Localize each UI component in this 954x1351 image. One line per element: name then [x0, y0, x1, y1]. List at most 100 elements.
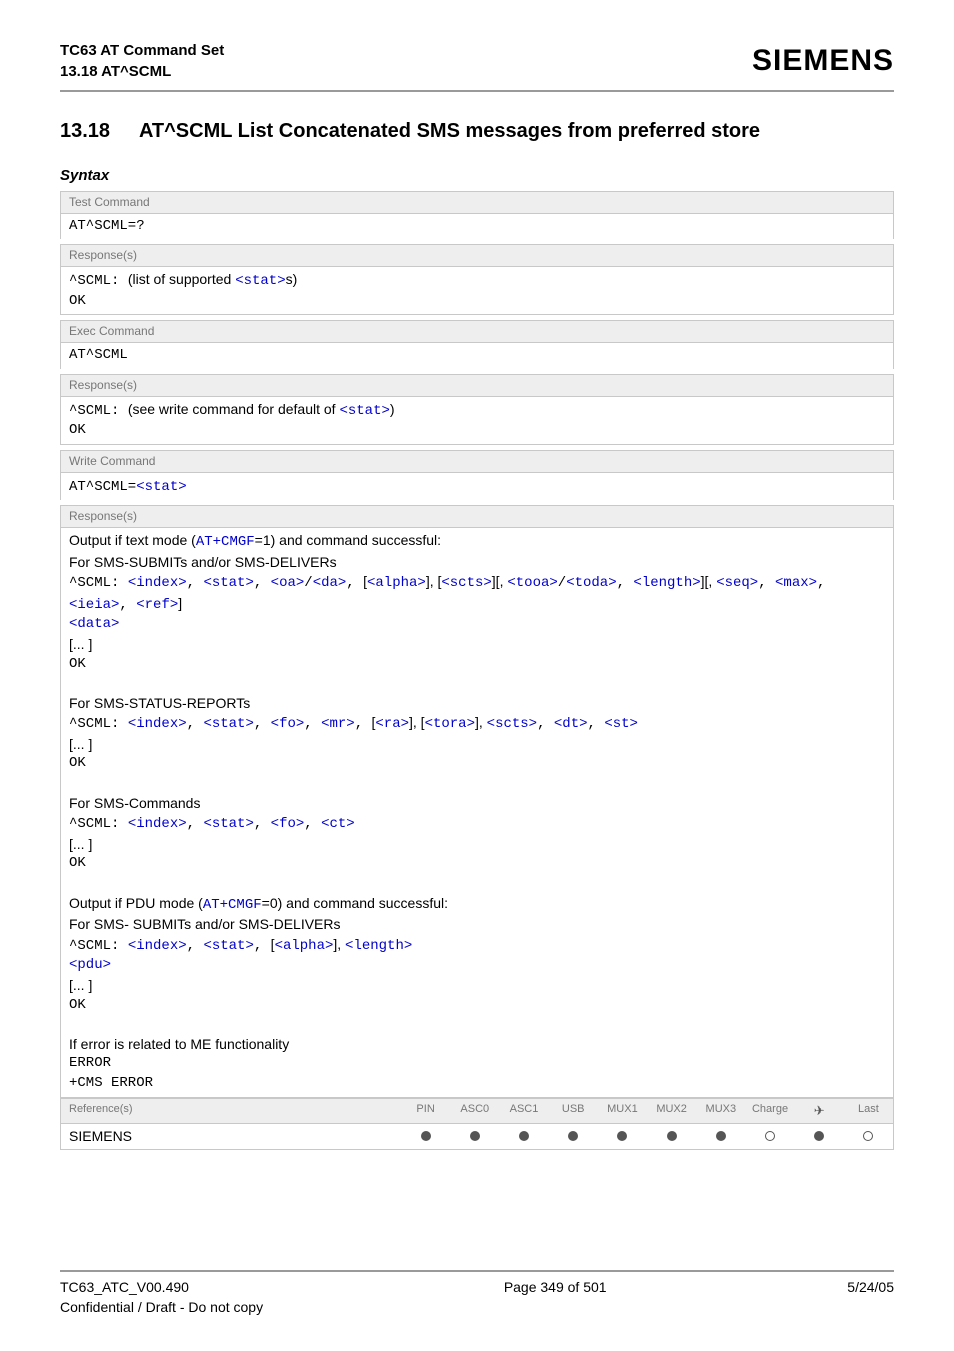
p: <index> [128, 816, 187, 832]
out1c: =1) and command successful: [255, 532, 441, 548]
col-usb: USB [549, 1099, 598, 1123]
p: <dt> [554, 716, 588, 732]
reference-dot [549, 1124, 598, 1150]
param-stat: <stat> [136, 479, 186, 495]
section-heading: 13.18 AT^SCML List Concatenated SMS mess… [60, 117, 894, 145]
ok: OK [69, 854, 885, 874]
out1a: Output if text mode ( [69, 532, 196, 548]
reference-dot [696, 1124, 745, 1150]
reference-dot [401, 1124, 450, 1150]
write-response-body: Output if text mode ( AT+CMGF =1) and comm… [60, 528, 894, 1098]
prefix: ^SCML: [69, 716, 128, 732]
footer-center: Page 349 of 501 [504, 1278, 607, 1317]
p: <fo> [271, 716, 305, 732]
syntax-label: Syntax [60, 165, 894, 186]
err2: ERROR [69, 1054, 885, 1074]
resp-prefix: ^SCML: [69, 273, 128, 289]
p: <pdu> [69, 956, 885, 976]
col-charge: Charge [745, 1099, 794, 1123]
dot-empty-icon [765, 1131, 775, 1141]
p: <index> [128, 575, 187, 591]
write-responses-label: Response(s) [60, 505, 894, 528]
footer-right: 5/24/05 [847, 1278, 894, 1317]
dot-filled-icon [617, 1131, 627, 1141]
ellipsis: [... ] [69, 635, 885, 655]
col-mux2: MUX2 [647, 1099, 696, 1123]
p: <seq> [716, 575, 758, 591]
prefix: ^SCML: [69, 575, 128, 591]
header-subtitle: 13.18 AT^SCML [60, 61, 224, 82]
footer-left2: Confidential / Draft - Do not copy [60, 1298, 263, 1318]
reference-header-row: Reference(s) PIN ASC0 ASC1 USB MUX1 MUX2… [60, 1098, 894, 1124]
col-mux1: MUX1 [598, 1099, 647, 1123]
col-asc1: ASC1 [499, 1099, 548, 1123]
reference-dot [844, 1124, 893, 1150]
page-header: TC63 AT Command Set 13.18 AT^SCML SIEMEN… [60, 40, 894, 82]
p: <max> [775, 575, 817, 591]
resp-text2: ) [390, 401, 395, 417]
reference-value-row: SIEMENS [60, 1124, 894, 1151]
cmd-a: AT^SCML= [69, 479, 136, 495]
prefix: ^SCML: [69, 816, 128, 832]
p: <length> [345, 938, 412, 954]
p: <mr> [321, 716, 355, 732]
p: <alpha> [367, 575, 426, 591]
p: <ieia> [69, 597, 119, 613]
resp-prefix: ^SCML: [69, 403, 128, 419]
header-title: TC63 AT Command Set [60, 40, 224, 61]
dot-filled-icon [716, 1131, 726, 1141]
p: <oa> [271, 575, 305, 591]
dot-empty-icon [863, 1131, 873, 1141]
p: <data> [69, 615, 885, 635]
atcmgf: AT+CMGF [203, 897, 262, 913]
p: <stat> [203, 716, 253, 732]
p: <ra> [375, 716, 409, 732]
dot-filled-icon [421, 1131, 431, 1141]
test-command-value: AT^SCML=? [60, 214, 894, 240]
ok-text: OK [69, 421, 885, 441]
param-stat: <stat> [235, 273, 285, 289]
p: <stat> [203, 816, 253, 832]
ellipsis: [... ] [69, 835, 885, 855]
write-command-label: Write Command [60, 450, 894, 473]
reference-dot [745, 1124, 794, 1150]
header-left: TC63 AT Command Set 13.18 AT^SCML [60, 40, 224, 82]
p: <length> [633, 575, 700, 591]
ellipsis: [... ] [69, 976, 885, 996]
reference-dot [795, 1124, 844, 1150]
test-responses-label: Response(s) [60, 244, 894, 267]
p: <scts> [487, 716, 537, 732]
exec-response-body: ^SCML: (see write command for default of… [60, 397, 894, 445]
param-stat: <stat> [339, 403, 389, 419]
section-title: AT^SCML List Concatenated SMS messages f… [139, 117, 819, 145]
p: <ct> [321, 816, 355, 832]
status-hdr: For SMS-STATUS-REPORTs [69, 694, 885, 714]
section-number: 13.18 [60, 117, 110, 145]
references-label: Reference(s) [61, 1099, 401, 1123]
p: <tora> [425, 716, 475, 732]
p: <toda> [566, 575, 616, 591]
outpduc: =0) and command successful: [262, 895, 448, 911]
ok-text: OK [69, 292, 885, 312]
p: <stat> [203, 575, 253, 591]
resp-text: (list of supported [128, 271, 235, 287]
p: <stat> [203, 938, 253, 954]
col-airplane-icon: ✈ [795, 1099, 844, 1123]
header-rule [60, 90, 894, 92]
p: <index> [128, 938, 187, 954]
col-last: Last [844, 1099, 893, 1123]
p: <alpha> [275, 938, 334, 954]
dot-filled-icon [470, 1131, 480, 1141]
exec-responses-label: Response(s) [60, 374, 894, 397]
reference-siemens: SIEMENS [61, 1124, 401, 1150]
ok: OK [69, 655, 885, 675]
exec-command-value: AT^SCML [60, 343, 894, 369]
reference-dot [499, 1124, 548, 1150]
col-pin: PIN [401, 1099, 450, 1123]
test-response-body: ^SCML: (list of supported <stat>s) OK [60, 267, 894, 315]
reference-dots [401, 1124, 893, 1150]
col-mux3: MUX3 [696, 1099, 745, 1123]
reference-dot [450, 1124, 499, 1150]
cmds-hdr: For SMS-Commands [69, 794, 885, 814]
footer-left1: TC63_ATC_V00.490 [60, 1278, 263, 1298]
